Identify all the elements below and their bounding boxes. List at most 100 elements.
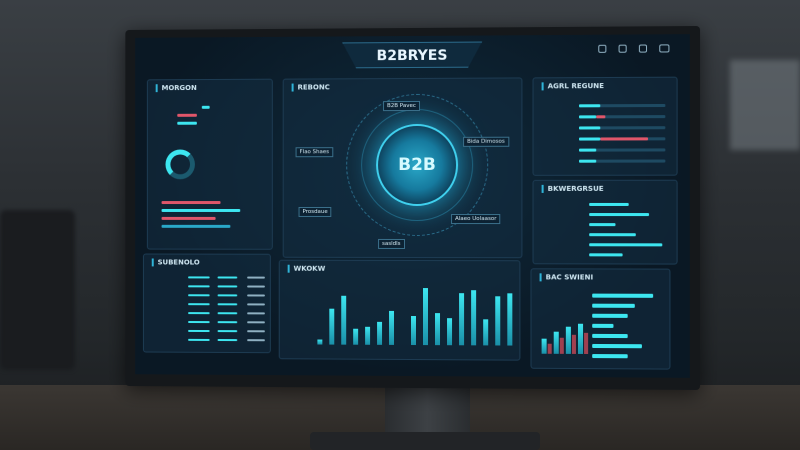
bar: [579, 115, 597, 119]
bar: [161, 208, 241, 212]
background-window: [730, 60, 800, 150]
chart-bar: [329, 308, 335, 345]
chart-bar: [377, 322, 383, 345]
bar: [201, 105, 210, 109]
bar: [247, 294, 265, 297]
node[interactable]: Bida Dimosos: [463, 136, 509, 147]
panel-title: BAC SWIENI: [539, 273, 594, 282]
bar: [217, 303, 238, 306]
vbar: [577, 323, 584, 354]
bar-alert: [596, 115, 605, 119]
bar: [217, 285, 238, 288]
bar: [247, 339, 265, 342]
vbar: [541, 338, 547, 354]
panel-title: REBONC: [291, 83, 330, 92]
hbar: [592, 313, 628, 318]
node[interactable]: Prosdaue: [298, 207, 332, 217]
hbar: [592, 303, 635, 308]
panel-title: WKOKW: [287, 264, 326, 273]
bar: [217, 294, 238, 297]
bar: [217, 321, 238, 324]
dashboard-title: B2BRYES: [342, 42, 482, 69]
bar: [188, 312, 210, 315]
hbar: [592, 354, 628, 359]
bar: [247, 321, 265, 324]
bar: [589, 202, 629, 206]
bar: [217, 276, 238, 279]
node[interactable]: Alaeo Uolaasor: [451, 214, 501, 225]
bar: [589, 223, 616, 227]
chart-bar: [435, 312, 441, 346]
bar: [161, 201, 221, 205]
hbar: [592, 343, 642, 349]
chart-bar: [447, 317, 453, 346]
vbar-alert: [559, 338, 564, 354]
vbar-alert: [547, 343, 552, 354]
window-icon[interactable]: [659, 44, 670, 53]
bar: [217, 312, 238, 315]
chart-bar: [483, 319, 489, 346]
bar: [188, 338, 210, 341]
bar: [589, 213, 649, 217]
vbar-alert: [584, 332, 589, 355]
node[interactable]: sasldls: [378, 238, 405, 249]
bar: [217, 330, 238, 333]
node[interactable]: B2B Pavec: [383, 100, 420, 112]
hbar: [592, 333, 628, 339]
vbar: [553, 331, 559, 354]
panel-bac-swieni: BAC SWIENI: [530, 268, 671, 370]
bar: [247, 303, 265, 306]
bar: [247, 276, 265, 279]
b2b-hub[interactable]: B2B: [376, 123, 459, 207]
chart-bar: [422, 287, 429, 346]
bar: [177, 121, 197, 125]
panel-title: AGRL REGUNE: [541, 82, 605, 91]
bar: [247, 330, 265, 333]
bar: [579, 104, 601, 108]
chart-bar: [507, 293, 513, 346]
bar: [188, 285, 210, 288]
panel-rebonc: REBONC B2B B2B Pavec Bida Dimosos Flao S…: [282, 77, 523, 259]
background-chair: [0, 210, 75, 370]
node[interactable]: Flao Shaes: [295, 147, 334, 158]
chart-bar: [365, 326, 371, 345]
bar: [188, 294, 210, 297]
panel-wkokw: WKOKW: [278, 259, 521, 361]
bar: [188, 276, 210, 279]
panel-bkwergrsue: BKWERGRSUE: [532, 179, 678, 265]
chart-bar: [410, 315, 416, 346]
bar: [579, 159, 597, 163]
vbar: [565, 326, 571, 354]
panel-title: BKWERGRSUE: [541, 184, 604, 193]
panel-subenolo: SUBENOLO: [142, 253, 271, 354]
bar: [579, 148, 597, 152]
bar: [579, 126, 601, 130]
settings-icon[interactable]: [638, 44, 648, 53]
bar: [589, 243, 662, 247]
bar: [217, 339, 238, 342]
bar: [188, 321, 210, 324]
chart-bar: [317, 339, 323, 345]
bar: [177, 113, 197, 117]
panel-title: MORGON: [155, 84, 197, 93]
panel-morgon: MORGON: [146, 78, 273, 250]
bar: [589, 233, 636, 237]
dashboard-screen: B2BRYES MORGON REBONC B2B B2B Pavec Bida…: [135, 34, 690, 378]
bar: [188, 329, 210, 333]
hbar: [592, 293, 653, 298]
chart-bar: [495, 296, 501, 346]
chart-bar: [471, 289, 477, 346]
panel-title: SUBENOLO: [151, 258, 200, 267]
bar-alert: [600, 137, 649, 141]
bar: [579, 137, 601, 141]
notification-icon[interactable]: [598, 44, 607, 53]
panel-agrl-regune: AGRL REGUNE: [532, 76, 678, 176]
vbar-alert: [571, 334, 576, 354]
bar: [161, 224, 231, 228]
user-icon[interactable]: [618, 44, 627, 53]
chart-bar: [341, 296, 347, 345]
bar: [589, 253, 623, 257]
bar: [188, 303, 210, 306]
chart-bar: [353, 328, 359, 345]
chart-bar: [459, 293, 465, 346]
